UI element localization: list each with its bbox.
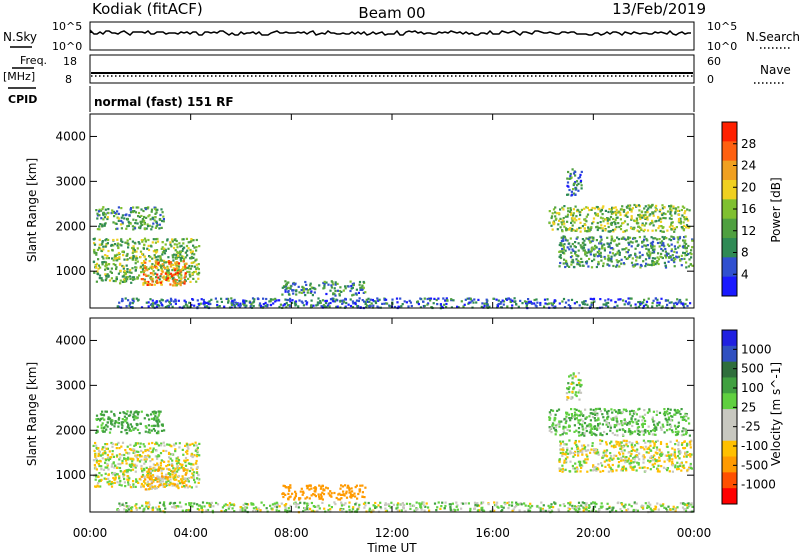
- velocity-region: [548, 407, 691, 437]
- velocity-ytick-label: 3000: [55, 378, 86, 392]
- velocity-colorbar-swatch: [722, 409, 737, 426]
- velocity-colorbar-tick: -500: [741, 458, 768, 472]
- nsearch-tick-bottom: 10^0: [707, 40, 737, 53]
- velocity-colorbar-swatch: [722, 361, 737, 378]
- nsearch-label: N.Search: [746, 30, 800, 44]
- power-region: [140, 260, 188, 287]
- velocity-ytick-label: 2000: [55, 423, 86, 437]
- velocity-colorbar-swatch: [722, 440, 737, 458]
- power-colorbar-tick: 12: [741, 224, 756, 238]
- beam-title: Beam 00: [358, 4, 425, 22]
- time-tick-label: 00:00: [73, 526, 108, 540]
- velocity-colorbar-swatch: [722, 472, 737, 489]
- velocity-colorbar-swatch: [722, 488, 737, 505]
- time-tick-label: 08:00: [274, 526, 309, 540]
- freq-label: Freq.: [20, 54, 47, 67]
- power-colorbar-tick: 8: [741, 246, 749, 260]
- power-ylabel: Slant Range [km]: [25, 158, 39, 262]
- velocity-ytick-label: 1000: [55, 468, 86, 482]
- nsearch-tick-top: 10^5: [707, 20, 737, 33]
- cpid-text: normal (fast) 151 RF: [94, 95, 234, 109]
- velocity-colorbar-tick: -1000: [741, 478, 776, 492]
- power-colorbar-swatch: [722, 257, 737, 278]
- power-colorbar-swatch: [722, 276, 737, 297]
- power-axis: 1000 2000 3000 4000: [55, 114, 695, 308]
- power-ytick-label: 3000: [55, 174, 86, 188]
- power-colorbar-tick: 16: [741, 202, 756, 216]
- power-colorbar-swatch: [722, 238, 737, 258]
- velocity-colorbar-swatch: [722, 377, 737, 394]
- velocity-colorbar-tick: 100: [741, 381, 764, 395]
- cpid-label: CPID: [8, 93, 37, 106]
- velocity-colorbar-tick: -25: [741, 420, 761, 434]
- power-region: [548, 203, 691, 233]
- nave-label: Nave: [760, 63, 791, 77]
- time-axis: 00:00 04:00 08:00 12:00 16:00 20:00 00:00: [73, 526, 712, 540]
- noise-strip-frame: [89, 21, 695, 51]
- velocity-colorbar-tick: 1000: [741, 342, 772, 356]
- power-ytick-label: 2000: [55, 219, 86, 233]
- velocity-colorbar-tick: 25: [741, 400, 756, 414]
- velocity-colorbar-swatch: [722, 424, 737, 442]
- power-colorbar: 28 24 20 16 12 8 4: [721, 121, 756, 297]
- power-colorbar-swatch: [722, 160, 737, 181]
- velocity-region: [140, 464, 188, 491]
- velocity-colorbar-swatch: [722, 345, 737, 363]
- freq-strip-frame: [89, 54, 695, 84]
- velocity-colorbar-tick: 500: [741, 362, 764, 376]
- velocity-colorbar-tick: -100: [741, 439, 768, 453]
- freq-unit: [MHz]: [3, 70, 35, 83]
- power-colorbar-tick: 20: [741, 180, 756, 194]
- freq-tick-bottom: 8: [65, 73, 72, 86]
- velocity-axis: 1000 2000 3000 4000: [55, 318, 695, 512]
- velocity-region: [565, 372, 583, 401]
- time-axis-label: Time UT: [366, 541, 417, 554]
- power-ytick-label: 4000: [55, 129, 86, 143]
- nsky-tick-top: 10^5: [52, 20, 82, 33]
- velocity-colorbar-swatch: [722, 330, 737, 347]
- velocity-region: [281, 484, 367, 501]
- nsky-tick-bottom: 10^0: [52, 40, 82, 53]
- time-tick-label: 12:00: [375, 526, 410, 540]
- power-heatmap: [92, 168, 694, 310]
- power-colorbar-label: Power [dB]: [769, 177, 783, 242]
- power-region: [281, 280, 367, 297]
- noise-trace: [90, 29, 691, 36]
- time-tick-label: 16:00: [475, 526, 510, 540]
- time-tick-label: 00:00: [677, 526, 712, 540]
- power-colorbar-tick: 28: [741, 137, 756, 151]
- power-colorbar-swatch: [722, 122, 737, 142]
- time-tick-label: 20:00: [576, 526, 611, 540]
- power-colorbar-swatch: [722, 141, 737, 162]
- nsky-label: N.Sky: [3, 30, 37, 44]
- power-region: [558, 235, 694, 269]
- power-region: [95, 206, 165, 231]
- power-region: [566, 168, 583, 197]
- velocity-colorbar-label: Velocity [m s^-1]: [769, 362, 783, 466]
- power-colorbar-swatch: [722, 199, 737, 220]
- time-tick-label: 04:00: [173, 526, 208, 540]
- power-colorbar-tick: 24: [741, 159, 756, 173]
- velocity-region: [558, 439, 693, 473]
- velocity-region: [95, 410, 166, 435]
- freq-tick-top: 18: [63, 55, 77, 68]
- radar-title: Kodiak (fitACF): [92, 0, 203, 18]
- velocity-ylabel: Slant Range [km]: [25, 362, 39, 466]
- power-colorbar-swatch: [722, 218, 737, 239]
- power-colorbar-swatch: [722, 180, 737, 200]
- power-ytick-label: 1000: [55, 264, 86, 278]
- power-colorbar-tick: 4: [741, 267, 749, 281]
- velocity-colorbar-swatch: [722, 393, 737, 410]
- date-title: 13/Feb/2019: [612, 0, 706, 18]
- nave-tick-bottom: 0: [707, 73, 714, 86]
- nave-tick-top: 60: [707, 55, 721, 68]
- power-region: [92, 237, 201, 285]
- velocity-colorbar-swatch: [722, 456, 737, 473]
- velocity-ytick-label: 4000: [55, 333, 86, 347]
- power-region: [116, 297, 692, 310]
- velocity-heatmap: [92, 372, 694, 514]
- velocity-colorbar: 1000 500 100 25 -25 -100 -500 -1000: [721, 329, 776, 505]
